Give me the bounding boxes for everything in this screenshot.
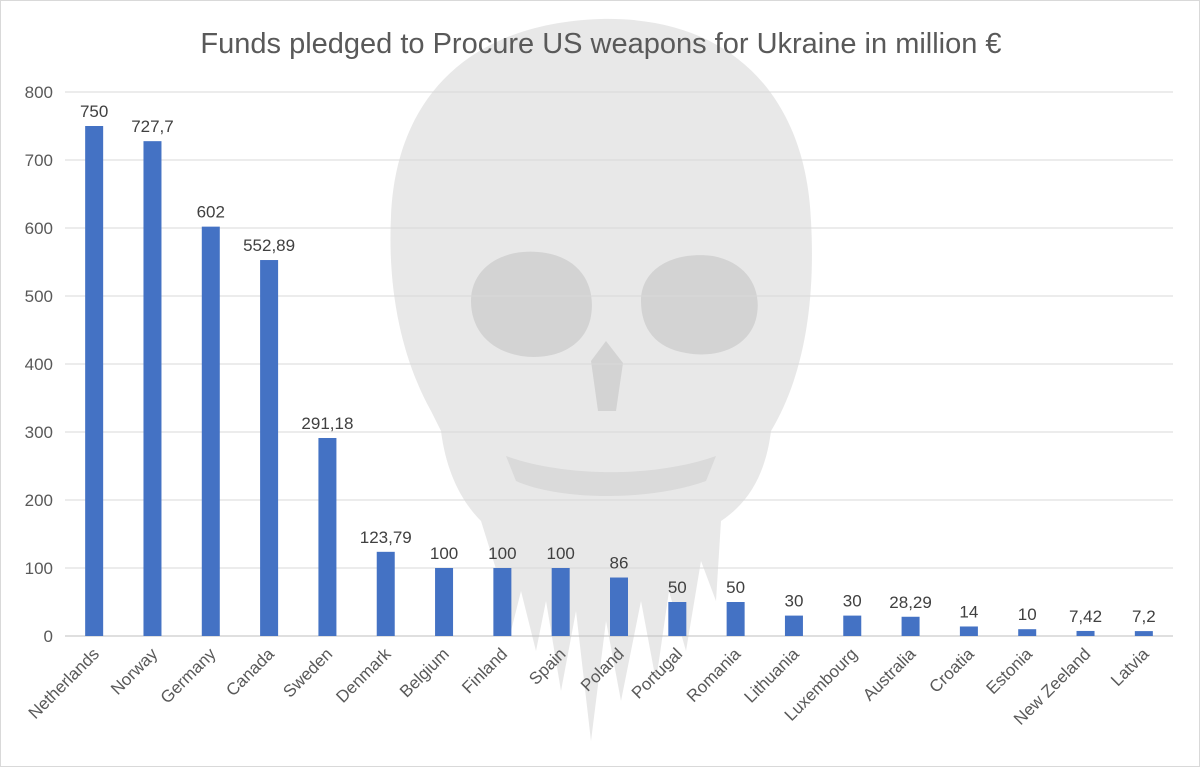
skull-watermark-icon bbox=[390, 18, 812, 741]
x-tick-label: Estonia bbox=[983, 644, 1037, 698]
x-tick-label: Denmark bbox=[332, 644, 395, 707]
bar bbox=[201, 226, 220, 636]
x-tick-label: Netherlands bbox=[25, 644, 103, 722]
data-label: 7,2 bbox=[1132, 607, 1156, 626]
bar bbox=[1134, 631, 1153, 636]
y-axis-ticks: 0 100 200 300 400 500 600 700 800 bbox=[25, 83, 53, 646]
data-label: 50 bbox=[668, 578, 687, 597]
data-label: 86 bbox=[610, 554, 629, 573]
y-tick-label: 300 bbox=[25, 423, 53, 442]
x-tick-label: Germany bbox=[157, 644, 220, 707]
bar bbox=[376, 551, 395, 636]
data-label: 28,29 bbox=[889, 593, 932, 612]
y-tick-label: 200 bbox=[25, 491, 53, 510]
x-tick-label: Finland bbox=[458, 644, 511, 697]
bar bbox=[1076, 630, 1095, 636]
bar bbox=[726, 602, 745, 636]
bar bbox=[318, 437, 337, 636]
grid-lines bbox=[65, 91, 1173, 637]
bar bbox=[143, 141, 162, 636]
data-label: 123,79 bbox=[360, 528, 412, 547]
data-label: 30 bbox=[784, 592, 803, 611]
x-tick-label: Romania bbox=[683, 644, 745, 706]
data-label: 10 bbox=[1018, 605, 1037, 624]
x-tick-label: Sweden bbox=[279, 644, 336, 701]
data-label: 100 bbox=[546, 544, 574, 563]
bars bbox=[85, 126, 1153, 636]
y-tick-label: 100 bbox=[25, 559, 53, 578]
bar bbox=[843, 615, 862, 636]
bar bbox=[551, 568, 570, 636]
data-label: 100 bbox=[430, 544, 458, 563]
data-label: 30 bbox=[843, 592, 862, 611]
data-labels: 750 727,7 602 552,89 291,18 123,79 100 100 100 86… bbox=[80, 102, 1156, 626]
x-tick-label: Canada bbox=[222, 644, 278, 700]
bar bbox=[1018, 629, 1037, 636]
bar bbox=[493, 568, 512, 636]
bar bbox=[610, 577, 628, 636]
data-label: 100 bbox=[488, 544, 516, 563]
data-label: 7,42 bbox=[1069, 607, 1102, 626]
chart-title: Funds pledged to Procure US weapons for … bbox=[200, 28, 1001, 60]
data-label: 291,18 bbox=[301, 414, 353, 433]
y-tick-label: 400 bbox=[25, 355, 53, 374]
x-tick-label: Australia bbox=[859, 644, 920, 705]
y-tick-label: 700 bbox=[25, 151, 53, 170]
bar bbox=[435, 568, 454, 636]
x-tick-label: Latvia bbox=[1107, 644, 1153, 690]
x-tick-label: Croatia bbox=[926, 644, 979, 697]
y-tick-label: 600 bbox=[25, 219, 53, 238]
bar bbox=[784, 615, 803, 636]
data-label: 750 bbox=[80, 102, 108, 121]
bar bbox=[959, 626, 978, 636]
x-tick-label: Belgium bbox=[396, 644, 453, 701]
data-label: 727,7 bbox=[131, 117, 174, 136]
data-label: 50 bbox=[726, 578, 745, 597]
data-label: 602 bbox=[197, 203, 225, 222]
y-tick-label: 0 bbox=[44, 627, 53, 646]
y-tick-label: 800 bbox=[25, 83, 53, 102]
data-label: 552,89 bbox=[243, 236, 295, 255]
bar bbox=[260, 260, 279, 636]
bar bbox=[85, 126, 104, 636]
data-label: 14 bbox=[959, 602, 978, 621]
x-tick-label: Norway bbox=[107, 644, 162, 699]
y-tick-label: 500 bbox=[25, 287, 53, 306]
bar bbox=[901, 616, 920, 636]
bar bbox=[668, 602, 687, 636]
